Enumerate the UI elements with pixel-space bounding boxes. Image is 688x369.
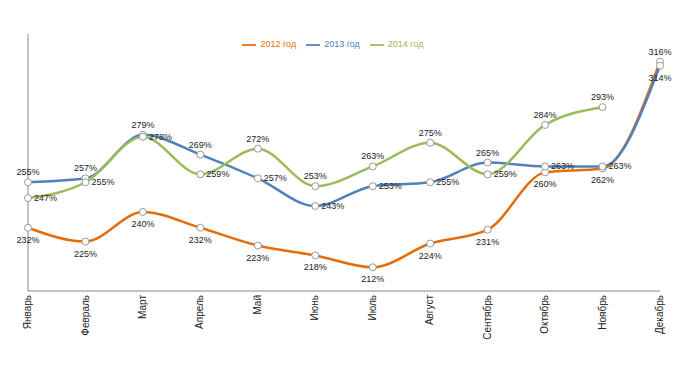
svg-text:Апрель: Апрель	[194, 295, 205, 329]
svg-text:218%: 218%	[304, 262, 327, 272]
svg-text:269%: 269%	[189, 140, 212, 150]
svg-text:284%: 284%	[534, 110, 557, 120]
svg-text:316%: 316%	[648, 47, 671, 57]
svg-text:Декабрь: Декабрь	[654, 295, 665, 334]
svg-text:253%: 253%	[304, 171, 327, 181]
svg-text:Март: Март	[137, 295, 148, 319]
svg-text:275%: 275%	[419, 128, 442, 138]
svg-text:255%: 255%	[436, 177, 459, 187]
svg-text:262%: 262%	[591, 175, 614, 185]
html-text:2013 год: 2013 год	[324, 39, 360, 50]
html-text:2014 год: 2014 год	[387, 39, 424, 50]
svg-text:265%: 265%	[476, 148, 499, 158]
svg-text:263%: 263%	[361, 151, 384, 161]
svg-text:255%: 255%	[91, 177, 114, 187]
svg-text:Октябрь: Октябрь	[539, 295, 550, 334]
svg-text:253%: 253%	[379, 181, 402, 191]
svg-text:223%: 223%	[246, 253, 269, 263]
svg-text:Ноябрь: Ноябрь	[597, 295, 608, 330]
svg-text:259%: 259%	[206, 169, 229, 179]
svg-text:240%: 240%	[131, 219, 154, 229]
svg-text:259%: 259%	[494, 169, 517, 179]
svg-text:255%: 255%	[16, 167, 39, 177]
svg-text:243%: 243%	[321, 201, 344, 211]
svg-text:Май: Май	[252, 295, 263, 315]
svg-text:263%: 263%	[609, 161, 632, 171]
svg-text:231%: 231%	[476, 237, 499, 247]
svg-text:Июнь: Июнь	[309, 295, 320, 320]
html-text:2012 год: 2012 год	[260, 39, 297, 50]
svg-text:232%: 232%	[189, 235, 212, 245]
svg-text:263%: 263%	[551, 161, 574, 171]
svg-text:225%: 225%	[74, 249, 97, 259]
svg-text:257%: 257%	[264, 173, 287, 183]
svg-text:Июль: Июль	[367, 295, 378, 321]
svg-text:257%: 257%	[74, 163, 97, 173]
svg-text:232%: 232%	[16, 235, 39, 245]
svg-text:Февраль: Февраль	[80, 295, 91, 336]
svg-text:314%: 314%	[648, 73, 671, 83]
svg-text:278%: 278%	[149, 132, 172, 142]
svg-text:212%: 212%	[361, 274, 384, 284]
svg-text:260%: 260%	[534, 179, 557, 189]
svg-text:247%: 247%	[34, 193, 57, 203]
svg-text:272%: 272%	[246, 134, 269, 144]
svg-text:279%: 279%	[131, 120, 154, 130]
svg-text:224%: 224%	[419, 251, 442, 261]
svg-text:293%: 293%	[591, 92, 614, 102]
svg-text:Сентябрь: Сентябрь	[482, 295, 493, 340]
svg-text:Август: Август	[424, 295, 435, 326]
svg-text:Январь: Январь	[22, 295, 33, 329]
